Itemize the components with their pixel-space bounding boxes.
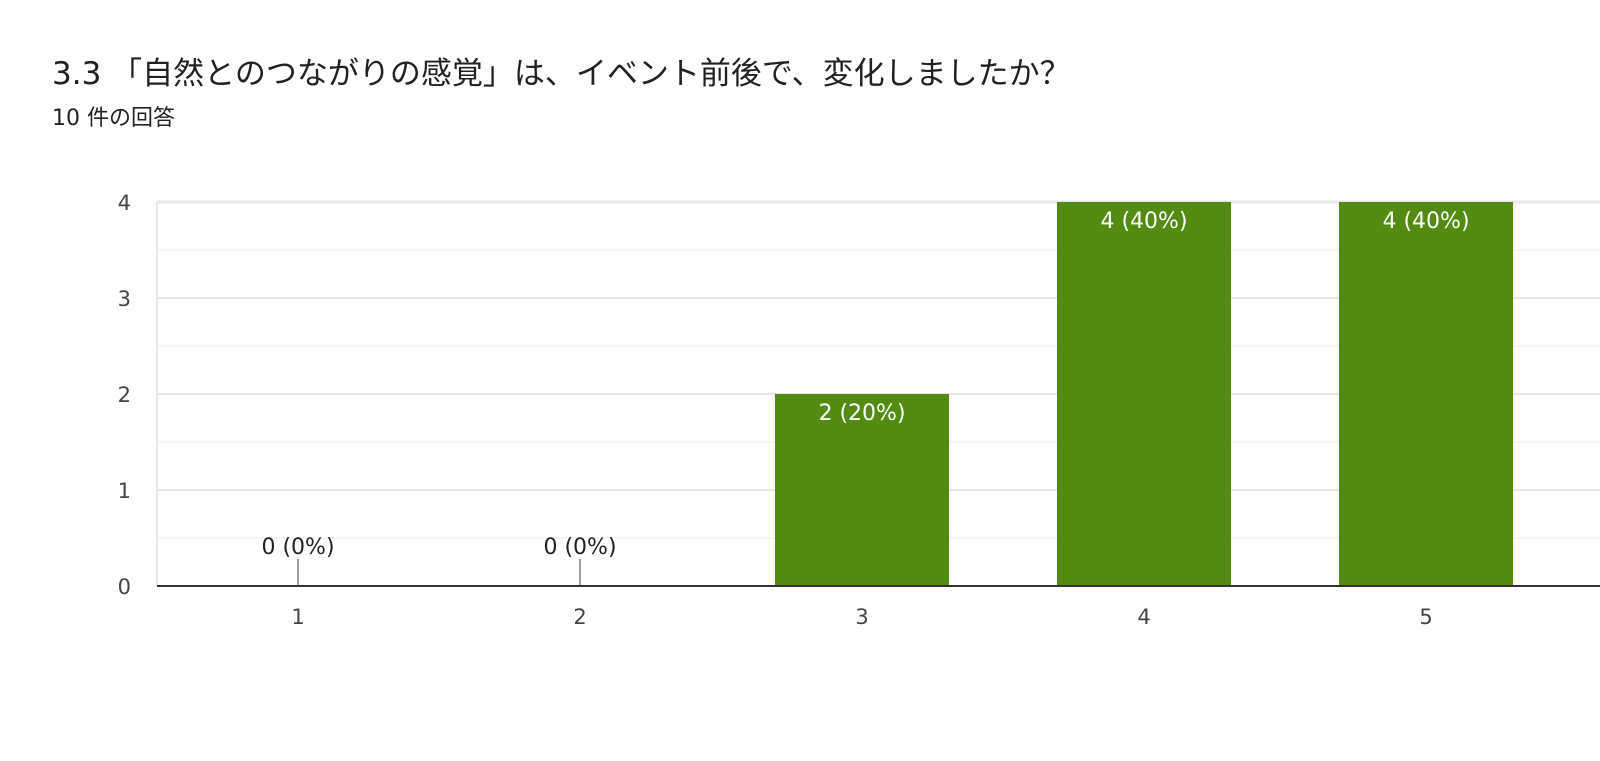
x-tick-label: 4: [1137, 605, 1150, 629]
x-tick-label: 5: [1419, 605, 1432, 629]
bar-data-label: 2 (20%): [818, 401, 905, 426]
bar-data-label: 0 (0%): [543, 535, 616, 560]
bar-data-label: 0 (0%): [261, 535, 334, 560]
x-tick-label: 2: [573, 605, 586, 629]
bar: [1339, 202, 1513, 586]
y-tick-label: 4: [118, 191, 131, 215]
y-tick-label: 1: [118, 479, 131, 503]
y-tick-label: 2: [118, 383, 131, 407]
question-title: 3.3 「自然とのつながりの感覚」は、イベント前後で、変化しましたか？: [52, 56, 1071, 92]
bar: [775, 394, 949, 586]
x-tick-label: 1: [291, 605, 304, 629]
bar-data-label: 4 (40%): [1382, 209, 1469, 234]
response-count: 10 件の回答: [52, 106, 175, 131]
y-tick-label: 0: [118, 575, 131, 599]
bar: [1057, 202, 1231, 586]
y-tick-label: 3: [118, 287, 131, 311]
bar-data-label: 4 (40%): [1100, 209, 1187, 234]
x-tick-label: 3: [855, 605, 868, 629]
